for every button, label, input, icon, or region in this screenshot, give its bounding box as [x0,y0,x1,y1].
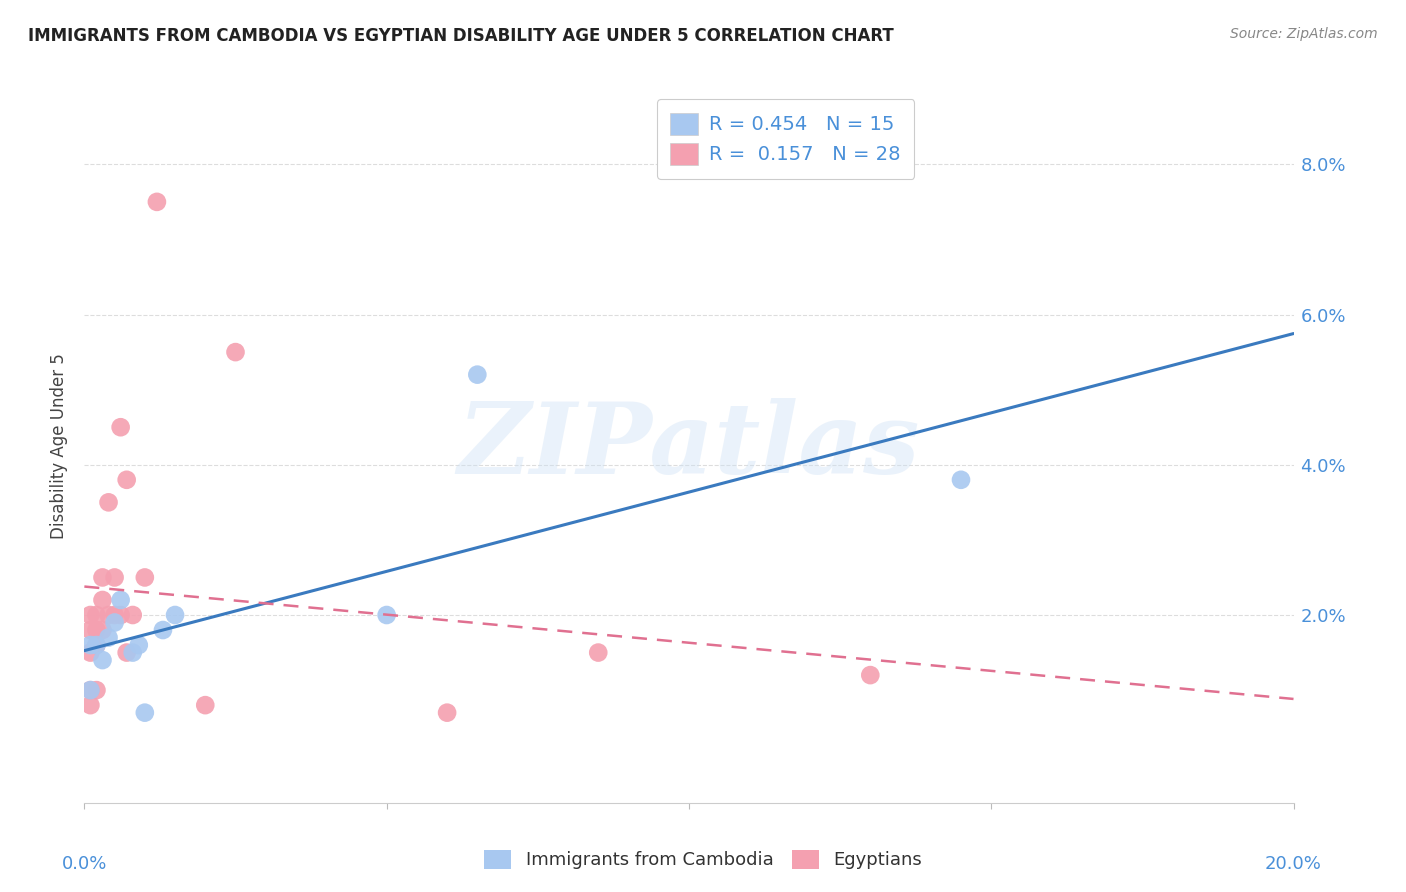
Point [375,607,398,622]
Point [104,570,127,584]
Point [97,631,120,645]
Point [104,607,127,622]
Point [152,623,174,637]
Point [104,615,127,630]
Point [91,593,114,607]
Point [115,646,138,660]
Point [86,683,108,698]
Text: Source: ZipAtlas.com: Source: ZipAtlas.com [1230,27,1378,41]
Point [165,607,187,622]
Point [146,194,169,209]
Y-axis label: Disability Age Under 5: Disability Age Under 5 [51,353,69,539]
Point [79,683,101,698]
Point [110,593,132,607]
Point [91,623,114,637]
Point [225,345,247,359]
Legend: Immigrants from Cambodia, Egyptians: Immigrants from Cambodia, Egyptians [475,841,931,879]
Point [79,638,101,652]
Text: 0.0%: 0.0% [62,855,107,873]
Legend: R = 0.454   N = 15, R =  0.157   N = 28: R = 0.454 N = 15, R = 0.157 N = 28 [657,99,914,178]
Point [79,698,101,713]
Point [121,646,143,660]
Point [194,698,217,713]
Text: ZIPatlas: ZIPatlas [458,398,920,494]
Point [110,607,132,622]
Text: IMMIGRANTS FROM CAMBODIA VS EGYPTIAN DISABILITY AGE UNDER 5 CORRELATION CHART: IMMIGRANTS FROM CAMBODIA VS EGYPTIAN DIS… [28,27,894,45]
Point [467,368,489,382]
Point [134,706,156,720]
Point [115,473,138,487]
Point [86,638,108,652]
Point [436,706,458,720]
Point [97,495,120,509]
Point [121,607,143,622]
Point [86,623,108,637]
Point [859,668,882,682]
Point [79,683,101,698]
Point [128,638,150,652]
Point [86,607,108,622]
Point [79,607,101,622]
Text: 20.0%: 20.0% [1265,855,1322,873]
Point [86,638,108,652]
Point [79,646,101,660]
Point [110,420,132,434]
Point [79,623,101,637]
Point [588,646,610,660]
Point [134,570,156,584]
Point [950,473,973,487]
Point [97,607,120,622]
Point [91,653,114,667]
Point [91,570,114,584]
